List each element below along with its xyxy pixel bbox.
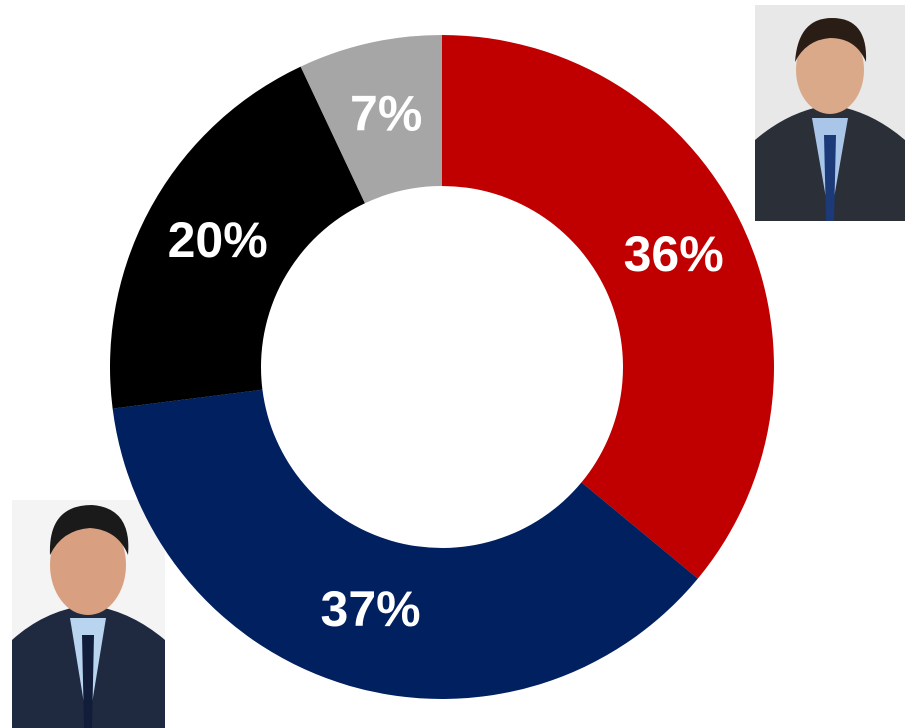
donut-slice	[442, 35, 774, 579]
donut-slice	[109, 66, 365, 409]
donut: 36% 37% 20% 7%	[109, 35, 774, 700]
photo-top-right	[755, 5, 905, 221]
tie	[824, 135, 836, 221]
value-label: 20%	[168, 212, 268, 268]
value-label: 36%	[624, 226, 724, 282]
hair	[49, 505, 129, 555]
tie	[82, 635, 94, 728]
photo-bottom-left	[12, 500, 165, 728]
value-label: 7%	[350, 85, 422, 141]
face	[50, 515, 126, 615]
value-label: 37%	[321, 581, 421, 637]
donut-slice	[112, 389, 698, 700]
face	[796, 26, 864, 114]
donut-slice	[300, 35, 442, 204]
hair	[795, 18, 867, 62]
